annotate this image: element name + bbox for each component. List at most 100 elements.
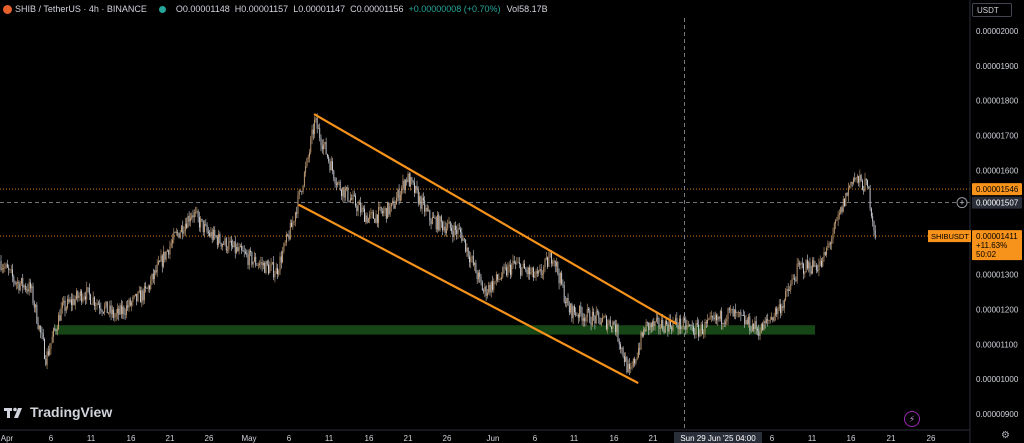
candle-body bbox=[634, 358, 636, 364]
candle-body bbox=[503, 267, 505, 269]
candle-body bbox=[105, 301, 107, 306]
candle-body bbox=[730, 309, 732, 311]
candle-body bbox=[207, 231, 209, 233]
time-tick-label: 21 bbox=[404, 434, 413, 443]
candle-body bbox=[379, 206, 381, 208]
candle-body bbox=[663, 329, 665, 333]
candle-body bbox=[495, 274, 497, 281]
candle-body bbox=[161, 255, 163, 267]
candle-body bbox=[390, 203, 392, 207]
candle-body bbox=[654, 321, 656, 327]
candle-body bbox=[36, 304, 38, 324]
candle-body bbox=[553, 260, 555, 263]
candle-body bbox=[87, 287, 89, 289]
lightning-icon[interactable]: ⚡ bbox=[904, 411, 920, 427]
candle-body bbox=[28, 282, 30, 292]
candle-body bbox=[50, 343, 52, 349]
candle-body bbox=[79, 291, 81, 296]
candle-body bbox=[745, 319, 747, 325]
candle-body bbox=[277, 267, 278, 275]
channel-upper-line bbox=[313, 113, 677, 325]
candle-body bbox=[365, 215, 367, 222]
candle-body bbox=[74, 299, 76, 305]
candle-body bbox=[472, 256, 474, 265]
candle-body bbox=[46, 351, 48, 365]
candle-body bbox=[283, 243, 285, 252]
candle-body bbox=[165, 251, 167, 260]
time-tick-label: 6 bbox=[287, 434, 292, 443]
candle-body bbox=[812, 260, 813, 274]
chart-header: SHIB / TetherUS · 4h · BINANCE O 0.000011… bbox=[0, 0, 553, 18]
symbol-title[interactable]: SHIB / TetherUS · 4h · BINANCE bbox=[15, 4, 147, 14]
candle-body bbox=[146, 288, 148, 289]
candle-body bbox=[434, 217, 436, 219]
candle-body bbox=[710, 316, 712, 317]
candle-body bbox=[451, 227, 453, 232]
candle-body bbox=[78, 295, 80, 299]
candle-body bbox=[314, 119, 316, 135]
candle-body bbox=[637, 348, 639, 358]
candle-body bbox=[352, 194, 354, 200]
candle-body bbox=[384, 208, 386, 211]
candle-body bbox=[37, 323, 39, 329]
candle-body bbox=[719, 311, 721, 319]
candle-body bbox=[132, 297, 134, 303]
candle-body bbox=[833, 223, 835, 234]
candle-body bbox=[191, 215, 193, 219]
candle-body bbox=[754, 320, 756, 330]
candle-body bbox=[323, 144, 325, 150]
candle-body bbox=[865, 178, 867, 181]
candle-body bbox=[99, 304, 101, 309]
candle-body bbox=[407, 173, 409, 182]
candle-body bbox=[806, 260, 808, 269]
candle-body bbox=[778, 304, 780, 309]
candle-body bbox=[278, 270, 280, 275]
candle-body bbox=[708, 318, 710, 320]
tradingview-logo[interactable]: TradingView bbox=[4, 404, 112, 420]
candle-body bbox=[571, 303, 573, 319]
candle-body bbox=[453, 225, 455, 237]
candle-body bbox=[659, 328, 661, 329]
currency-selector[interactable]: USDT bbox=[972, 3, 1012, 17]
candle-body bbox=[8, 267, 10, 270]
candle-body bbox=[381, 211, 383, 214]
candle-body bbox=[821, 260, 822, 267]
candle-body bbox=[292, 221, 294, 228]
candle-body bbox=[621, 347, 623, 349]
candle-body bbox=[398, 189, 400, 201]
candle-body bbox=[172, 239, 173, 244]
candle-body bbox=[737, 312, 739, 314]
candle-body bbox=[454, 225, 456, 230]
candle-body bbox=[443, 226, 445, 231]
candle-body bbox=[253, 256, 255, 262]
candle-body bbox=[357, 204, 359, 212]
candle-body bbox=[315, 118, 317, 120]
candle-body bbox=[559, 272, 561, 284]
candle-body bbox=[658, 318, 660, 329]
candle-body bbox=[164, 251, 166, 260]
candle-body bbox=[822, 257, 824, 267]
candle-body bbox=[402, 180, 404, 188]
candle-body bbox=[224, 238, 226, 245]
candle-body bbox=[513, 260, 515, 264]
candle-body bbox=[229, 240, 231, 242]
candle-body bbox=[768, 320, 770, 321]
candle-body bbox=[763, 321, 765, 331]
candle-body bbox=[141, 290, 143, 303]
candle-body bbox=[531, 267, 533, 273]
candle-body bbox=[422, 197, 424, 201]
price-tick-label: 0.00001000 bbox=[976, 375, 1019, 384]
candle-body bbox=[635, 359, 637, 364]
candle-body bbox=[626, 357, 628, 373]
candle-body bbox=[33, 302, 35, 308]
time-tick-label: 26 bbox=[443, 434, 452, 443]
candle-body bbox=[273, 262, 275, 278]
gear-icon[interactable]: ⚙ bbox=[1001, 430, 1010, 441]
candle-body bbox=[385, 208, 387, 219]
candle-body bbox=[168, 250, 170, 255]
candle-body bbox=[21, 278, 22, 284]
candle-body bbox=[776, 308, 778, 315]
candle-body bbox=[771, 317, 773, 320]
level-1-label-bg bbox=[972, 183, 1022, 196]
